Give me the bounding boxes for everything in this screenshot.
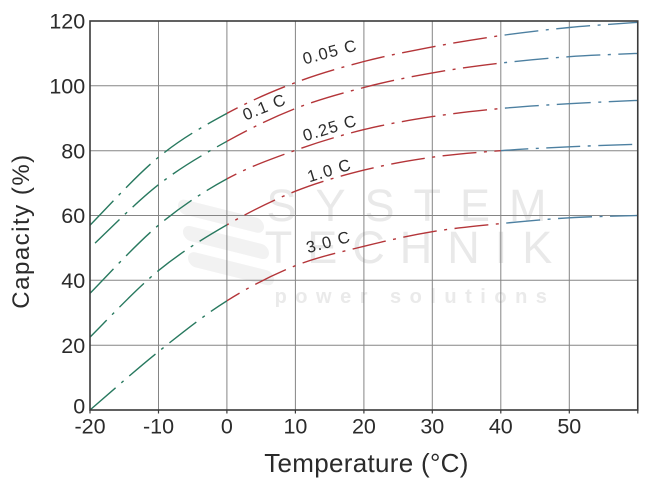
svg-text:60: 60 [61, 204, 85, 228]
svg-text:10: 10 [283, 415, 307, 439]
svg-text:TECHNIK: TECHNIK [265, 222, 568, 273]
svg-text:-10: -10 [143, 415, 174, 439]
svg-text:120: 120 [49, 10, 85, 34]
svg-text:20: 20 [352, 415, 376, 439]
svg-text:30: 30 [420, 415, 444, 439]
svg-text:80: 80 [61, 139, 85, 163]
svg-text:50: 50 [557, 415, 581, 439]
svg-text:Temperature (°C): Temperature (°C) [264, 448, 468, 478]
svg-text:40: 40 [61, 269, 85, 293]
svg-text:100: 100 [49, 75, 85, 99]
svg-text:-20: -20 [74, 415, 105, 439]
svg-text:power solutions: power solutions [275, 286, 556, 308]
svg-text:0: 0 [73, 394, 85, 418]
svg-text:20: 20 [61, 334, 85, 358]
svg-text:SYSTEM: SYSTEM [266, 180, 565, 231]
svg-text:Capacity (%): Capacity (%) [8, 153, 35, 308]
svg-text:0: 0 [221, 415, 233, 439]
svg-text:40: 40 [489, 415, 513, 439]
